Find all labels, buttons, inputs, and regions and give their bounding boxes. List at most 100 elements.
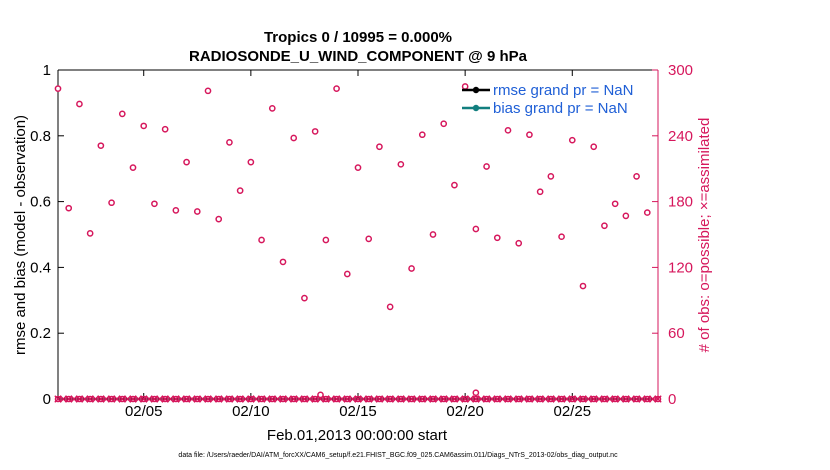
possible-zero-marker [547, 395, 555, 403]
legend-rmse-label: rmse grand pr = NaN [493, 82, 633, 99]
assimilated-marker [563, 395, 571, 403]
possible-marker [365, 235, 373, 243]
possible-marker [472, 225, 480, 233]
left-y-tick-label: 0.4 [30, 259, 51, 276]
assimilated-marker [273, 395, 282, 403]
possible-zero-marker [418, 395, 426, 403]
possible-zero-marker [601, 395, 608, 403]
possible-zero-marker [236, 395, 244, 403]
left-y-tick-label: 1 [43, 62, 51, 79]
assimilated-marker [445, 395, 453, 403]
assimilated-marker [627, 395, 635, 403]
assimilated-marker [123, 395, 132, 403]
assimilated-marker [402, 395, 410, 403]
assimilated-marker [434, 395, 443, 403]
legend-bias-label: bias grand pr = NaN [493, 100, 628, 117]
left-y-tick-label: 0 [43, 391, 51, 408]
possible-zero-marker [183, 395, 190, 403]
assimilated-marker [295, 395, 303, 403]
right-y-tick-label: 60 [668, 325, 685, 342]
possible-zero-marker [440, 395, 448, 403]
possible-zero-marker [204, 395, 212, 403]
assimilated-marker [91, 395, 100, 403]
possible-zero-marker [215, 395, 223, 403]
possible-marker [611, 200, 619, 208]
assimilated-marker [413, 395, 421, 403]
possible-marker [397, 160, 405, 168]
assimilated-marker [284, 395, 293, 403]
possible-zero-marker [226, 395, 233, 403]
possible-zero-marker [151, 395, 158, 403]
possible-marker [472, 389, 480, 397]
left-y-tick-label: 0.6 [30, 194, 51, 211]
possible-marker [236, 187, 244, 194]
legend-rmse-marker [472, 86, 480, 94]
possible-marker [279, 258, 287, 266]
assimilated-marker [616, 395, 625, 403]
assimilated-marker [188, 395, 196, 403]
possible-zero-marker [97, 395, 105, 403]
assimilated-marker [166, 395, 175, 403]
possible-zero-marker [386, 395, 394, 403]
possible-zero-marker [568, 395, 576, 403]
possible-marker [322, 236, 330, 244]
possible-zero-marker [408, 395, 415, 403]
possible-marker [590, 143, 598, 151]
x-tick-label: 02/15 [339, 403, 377, 420]
possible-zero-marker [258, 395, 265, 403]
possible-marker [440, 120, 448, 128]
possible-marker [376, 143, 383, 151]
chart-title: Tropics 0 / 10995 = 0.000% [264, 29, 452, 46]
possible-marker [97, 142, 105, 150]
possible-marker [183, 158, 190, 166]
possible-zero-marker [633, 395, 640, 403]
assimilated-marker [59, 395, 68, 403]
assimilated-marker [498, 395, 507, 403]
possible-marker [108, 199, 115, 207]
possible-marker [493, 234, 501, 242]
possible-zero-marker [290, 395, 298, 403]
right-y-tick-label: 120 [668, 259, 693, 276]
possible-zero-marker [333, 395, 340, 403]
assimilated-marker [573, 395, 582, 403]
assimilated-marker [381, 395, 389, 403]
assimilated-marker [70, 395, 78, 403]
possible-zero-marker [129, 395, 137, 403]
right-y-tick-label: 180 [668, 194, 693, 211]
possible-zero-marker [140, 395, 148, 403]
possible-marker [204, 87, 212, 95]
possible-zero-marker [376, 395, 383, 403]
possible-marker [311, 128, 319, 135]
possible-zero-marker [354, 395, 362, 403]
possible-marker [483, 163, 490, 170]
possible-marker [118, 110, 126, 118]
data-file-footer: data file: /Users/raeder/DAI/ATM_forcXX/… [178, 452, 618, 459]
possible-marker [333, 85, 340, 92]
possible-zero-marker [451, 395, 458, 403]
possible-marker [76, 100, 83, 108]
possible-zero-marker [493, 395, 501, 403]
assimilated-marker [252, 395, 260, 403]
possible-zero-marker [76, 395, 83, 403]
possible-zero-marker [311, 395, 319, 403]
assimilated-marker [241, 395, 250, 403]
possible-marker [568, 136, 576, 144]
right-y-tick-label: 240 [668, 128, 693, 145]
assimilated-marker [370, 395, 378, 403]
possible-zero-marker [343, 395, 351, 403]
possible-marker [408, 265, 415, 272]
possible-zero-marker [622, 395, 630, 403]
assimilated-marker [81, 395, 89, 403]
possible-marker [161, 125, 169, 133]
assimilated-marker [348, 395, 357, 403]
possible-zero-marker [472, 395, 480, 403]
chart-subtitle: RADIOSONDE_U_WIND_COMPONENT @ 9 hPa [189, 48, 528, 65]
possible-marker [343, 270, 351, 278]
possible-marker [643, 209, 651, 216]
possible-zero-marker [322, 395, 330, 403]
assimilated-marker [423, 395, 432, 403]
possible-marker [258, 236, 265, 244]
possible-marker [547, 173, 555, 180]
possible-zero-marker [365, 395, 373, 403]
possible-marker [354, 164, 362, 171]
